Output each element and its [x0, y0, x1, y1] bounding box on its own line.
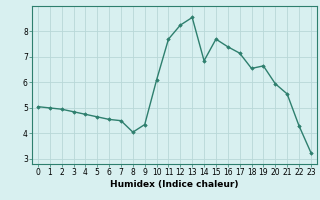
X-axis label: Humidex (Indice chaleur): Humidex (Indice chaleur) — [110, 180, 239, 189]
